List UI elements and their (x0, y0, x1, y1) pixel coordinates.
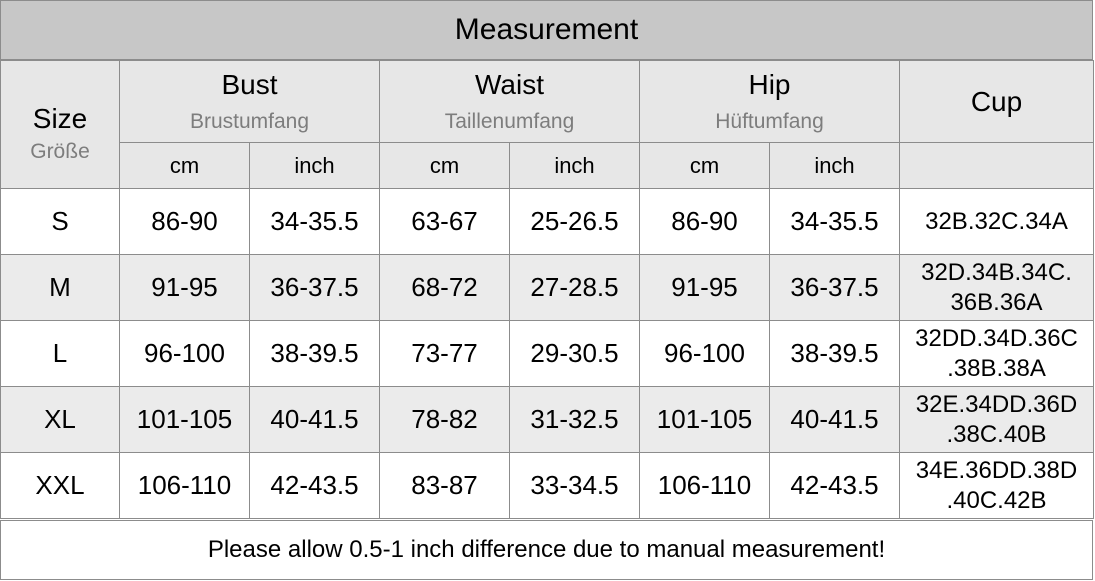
cup-cell: 32DD.34D.36C .38B.38A (899, 320, 1094, 387)
cup-cell: 32D.34B.34C. 36B.36A (899, 254, 1094, 321)
size-cell: S (0, 188, 120, 255)
waist-cm-cell: 78-82 (379, 386, 510, 453)
cup-line: .38C.40B (946, 420, 1047, 448)
waist-cm-cell: 68-72 (379, 254, 510, 321)
bust-inch-cell: 36-37.5 (249, 254, 380, 321)
hip-inch-cell: 38-39.5 (769, 320, 900, 387)
bust-header-label: Bust (221, 68, 278, 100)
hip-cm-cell: 96-100 (639, 320, 770, 387)
waist-inch-cell: 33-34.5 (509, 452, 640, 519)
cup-line: .40C.42B (946, 486, 1047, 514)
bust-inch-cell: 42-43.5 (249, 452, 380, 519)
hip-inch-cell: 34-35.5 (769, 188, 900, 255)
hip-inch-cell: 42-43.5 (769, 452, 900, 519)
cup-header-label: Cup (970, 85, 1023, 117)
hip-header: Hip Hüftumfang (639, 60, 900, 143)
bust-cm-cell: 91-95 (119, 254, 250, 321)
size-header: Size Größe (0, 60, 120, 189)
size-cell: M (0, 254, 120, 321)
bust-header-sub: Brustumfang (189, 109, 310, 133)
cup-line: 36B.36A (950, 288, 1043, 316)
unit-bust-cm: cm (119, 142, 250, 189)
unit-hip-cm: cm (639, 142, 770, 189)
size-table: Size Größe Bust Brustumfang Waist Taille… (0, 60, 1094, 519)
cup-line: 32DD.34D.36C (915, 324, 1078, 352)
bust-inch-cell: 38-39.5 (249, 320, 380, 387)
size-cell: XL (0, 386, 120, 453)
waist-cm-cell: 63-67 (379, 188, 510, 255)
waist-inch-cell: 29-30.5 (509, 320, 640, 387)
cup-cell: 32E.34DD.36D .38C.40B (899, 386, 1094, 453)
cup-cell: 32B.32C.34A (899, 188, 1094, 255)
cup-line: 32D.34B.34C. (921, 258, 1072, 286)
hip-inch-cell: 40-41.5 (769, 386, 900, 453)
chart-title: Measurement (0, 0, 1093, 60)
waist-inch-cell: 31-32.5 (509, 386, 640, 453)
size-header-label: Size (32, 102, 88, 134)
bust-cm-cell: 106-110 (119, 452, 250, 519)
bust-inch-cell: 40-41.5 (249, 386, 380, 453)
cup-line: 32E.34DD.36D (915, 390, 1078, 418)
hip-cm-cell: 86-90 (639, 188, 770, 255)
waist-inch-cell: 27-28.5 (509, 254, 640, 321)
header-row-units: cm inch cm inch cm inch (1, 142, 1094, 189)
footer-note: Please allow 0.5-1 inch difference due t… (0, 520, 1093, 580)
hip-header-label: Hip (748, 68, 791, 100)
unit-cup-empty (899, 142, 1094, 189)
hip-cm-cell: 91-95 (639, 254, 770, 321)
cup-line: 34E.36DD.38D (915, 456, 1078, 484)
waist-header-label: Waist (475, 68, 544, 100)
cup-cell: 34E.36DD.38D .40C.42B (899, 452, 1094, 519)
size-cell: XXL (0, 452, 120, 519)
unit-waist-inch: inch (509, 142, 640, 189)
cup-line: .38B.38A (947, 354, 1046, 382)
hip-cm-cell: 106-110 (639, 452, 770, 519)
unit-bust-inch: inch (249, 142, 380, 189)
cup-line: 32B.32C.34A (925, 207, 1068, 235)
waist-cm-cell: 73-77 (379, 320, 510, 387)
table-row: M 91-95 36-37.5 68-72 27-28.5 91-95 36-37.5 32D… (0, 254, 1094, 321)
unit-hip-inch: inch (769, 142, 900, 189)
waist-header-sub: Taillenumfang (444, 109, 575, 133)
hip-inch-cell: 36-37.5 (769, 254, 900, 321)
bust-cm-cell: 101-105 (119, 386, 250, 453)
hip-cm-cell: 101-105 (639, 386, 770, 453)
size-header-sub: Größe (30, 139, 90, 163)
unit-waist-cm: cm (379, 142, 510, 189)
waist-cm-cell: 83-87 (379, 452, 510, 519)
waist-header: Waist Taillenumfang (379, 60, 640, 143)
table-row: XXL 106-110 42-43.5 83-87 33-34.5 106-110 42-4… (0, 452, 1094, 519)
header-row-main: Size Größe Bust Brustumfang Waist Taille… (0, 60, 1094, 189)
table-row: S 86-90 34-35.5 63-67 25-26.5 86-90 34-35.5 32B… (0, 188, 1094, 255)
hip-header-sub: Hüftumfang (715, 109, 824, 133)
table-row: L 96-100 38-39.5 73-77 29-30.5 96-100 38-39.5 3… (0, 320, 1094, 387)
bust-cm-cell: 96-100 (119, 320, 250, 387)
bust-cm-cell: 86-90 (119, 188, 250, 255)
table-row: XL 101-105 40-41.5 78-82 31-32.5 101-105 40-41… (0, 386, 1094, 453)
bust-inch-cell: 34-35.5 (249, 188, 380, 255)
cup-header: Cup (899, 60, 1094, 143)
waist-inch-cell: 25-26.5 (509, 188, 640, 255)
size-cell: L (0, 320, 120, 387)
bust-header: Bust Brustumfang (119, 60, 380, 143)
